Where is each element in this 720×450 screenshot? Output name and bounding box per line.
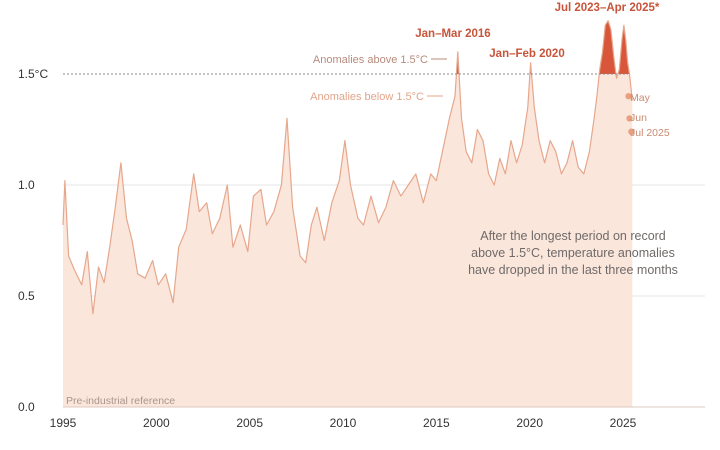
description-line-2: above 1.5°C, temperature anomalies: [471, 246, 675, 260]
annotation-peak-2020: Jan–Feb 2020: [489, 48, 564, 60]
annotation-peak-2023: Jul 2023–Apr 2025*: [555, 2, 660, 14]
highlight-dots: [625, 93, 635, 135]
annotation-below-threshold: Anomalies below 1.5°C: [310, 91, 424, 103]
anomaly-series-line: [62, 20, 633, 315]
description-line-1: After the longest period on record: [480, 229, 666, 243]
annotation-above-threshold: Anomalies above 1.5°C: [313, 54, 428, 66]
highlight-dot-jul-2025: [628, 128, 635, 135]
x-tick-2015: 2015: [423, 416, 450, 430]
x-tick-2000: 2000: [143, 416, 170, 430]
highlight-dot-may: [625, 93, 632, 100]
y-tick-0: 0.0: [18, 400, 35, 414]
point-label-jul-2025: Jul 2025: [630, 127, 670, 139]
y-tick-1.5: 1.5°C: [18, 67, 48, 81]
x-tick-2010: 2010: [330, 416, 357, 430]
pre-industrial-reference-label: Pre-industrial reference: [66, 395, 175, 407]
point-label-jun: Jun: [630, 112, 647, 124]
highlight-dot-jun: [626, 115, 633, 122]
y-axis-ticks: 0.0 0.5 1.0 1.5°C: [18, 67, 48, 414]
x-axis-ticks: 1995 2000 2005 2010 2015 2020 2025: [50, 416, 637, 430]
y-tick-1: 1.0: [18, 178, 35, 192]
y-tick-0.5: 0.5: [18, 289, 35, 303]
annotation-peak-2016: Jan–Mar 2016: [415, 28, 490, 40]
above-threshold-fill: [456, 20, 630, 74]
x-tick-2025: 2025: [610, 416, 637, 430]
point-label-may: May: [630, 92, 651, 104]
x-tick-2005: 2005: [236, 416, 263, 430]
description-line-3: have dropped in the last three months: [468, 263, 678, 277]
x-tick-1995: 1995: [50, 416, 77, 430]
x-tick-2020: 2020: [516, 416, 543, 430]
anomaly-area-fill: [63, 20, 633, 407]
